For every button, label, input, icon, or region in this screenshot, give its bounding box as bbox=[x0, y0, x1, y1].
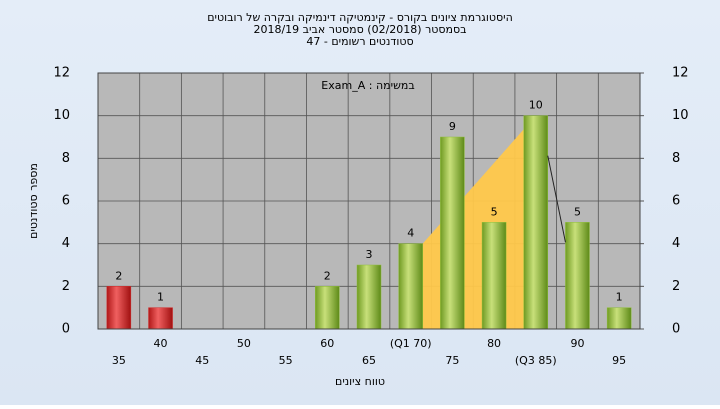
bar bbox=[565, 222, 590, 330]
y-tick-label: 0 bbox=[62, 322, 70, 337]
plot-border bbox=[97, 72, 641, 330]
y2-tick-label: 2 bbox=[672, 279, 680, 294]
data-label: 1 bbox=[157, 291, 164, 304]
x-tick-label: 80 bbox=[487, 337, 501, 350]
data-label: 4 bbox=[407, 227, 414, 240]
bar bbox=[315, 286, 340, 330]
data-label: 1 bbox=[616, 291, 623, 304]
x-tick-label: 75 bbox=[445, 354, 459, 367]
x-tick-label: (Q3 85) bbox=[515, 354, 557, 367]
y-tick-label: 8 bbox=[62, 151, 70, 166]
bar bbox=[440, 136, 465, 330]
annotation: במשימה : Exam_A bbox=[321, 79, 414, 92]
y-tick-label: 4 bbox=[62, 236, 70, 251]
x-tick-label: 35 bbox=[112, 354, 126, 367]
data-label: 5 bbox=[574, 205, 581, 218]
data-label: 10 bbox=[529, 99, 543, 112]
data-label: 3 bbox=[366, 248, 373, 261]
y-tick-label: 10 bbox=[53, 108, 70, 123]
y2-tick-label: 4 bbox=[672, 236, 680, 251]
chart-subtitle: בסמסטר (02/2018) סמסטר אביב 2018/19 bbox=[253, 23, 466, 36]
y2-tick-label: 8 bbox=[672, 151, 680, 166]
x-tick-label: 95 bbox=[612, 354, 626, 367]
chart-subtitle: סטודנטים רשומים - 47 bbox=[306, 35, 413, 48]
x-tick-label: 65 bbox=[362, 354, 376, 367]
x-tick-label: (Q1 70) bbox=[390, 337, 432, 350]
y2-tick-label: 0 bbox=[672, 322, 680, 337]
x-tick-label: 55 bbox=[279, 354, 293, 367]
bar bbox=[481, 222, 507, 330]
y-tick-label: 12 bbox=[53, 66, 70, 81]
x-tick-label: 40 bbox=[154, 337, 168, 350]
bar bbox=[606, 307, 632, 330]
y2-tick-label: 6 bbox=[672, 194, 680, 209]
bar bbox=[148, 307, 173, 330]
chart-title: היסטוגרמת ציונים בקורס - קינמטיקה דינמיק… bbox=[207, 11, 513, 24]
y2-tick-label: 12 bbox=[672, 66, 689, 81]
bar bbox=[398, 243, 423, 330]
bar bbox=[106, 286, 132, 330]
y-axis-label: מספר סטודנטים bbox=[27, 163, 40, 239]
x-tick-label: 60 bbox=[320, 337, 334, 350]
data-label: 2 bbox=[115, 269, 122, 282]
data-label: 2 bbox=[324, 269, 331, 282]
x-axis-label: טווח ציונים bbox=[335, 375, 385, 388]
x-tick-label: 45 bbox=[195, 354, 209, 367]
data-label: 5 bbox=[491, 205, 498, 218]
bar bbox=[356, 264, 382, 330]
x-tick-label: 50 bbox=[237, 337, 251, 350]
x-tick-label: 90 bbox=[570, 337, 584, 350]
trend-line bbox=[547, 155, 566, 243]
data-label: 9 bbox=[449, 120, 456, 133]
y2-tick-label: 10 bbox=[672, 108, 689, 123]
y-tick-label: 2 bbox=[62, 279, 70, 294]
bar bbox=[523, 115, 549, 330]
y-tick-label: 6 bbox=[62, 194, 70, 209]
